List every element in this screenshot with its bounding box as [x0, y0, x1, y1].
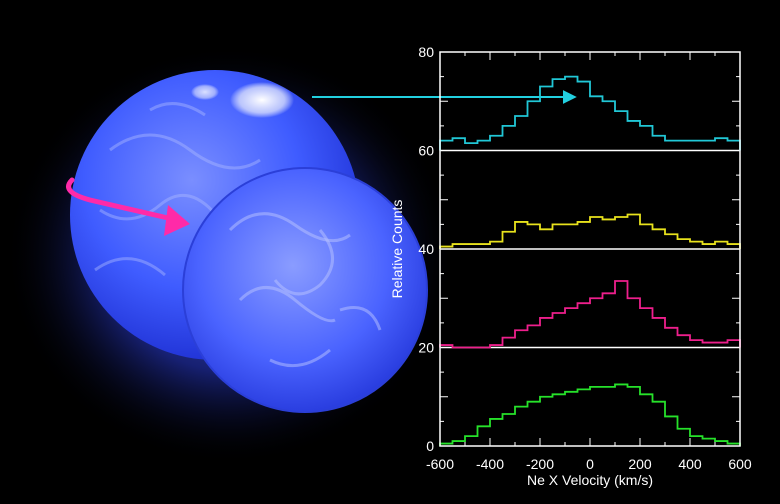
x-tick-label: -400	[476, 456, 504, 472]
rotation-arrow	[66, 177, 171, 221]
x-axis-label: Ne X Velocity (km/s)	[527, 472, 653, 488]
y-tick-label: 20	[418, 340, 434, 356]
x-tick-labels: -600 -400 -200 0 200 400 600	[426, 456, 752, 472]
surface-swirls-front	[228, 212, 382, 368]
x-tick-label: -200	[526, 456, 554, 472]
x-tick-label: 0	[586, 456, 594, 472]
surface-swirls-back	[94, 102, 261, 277]
series-line-1	[439, 213, 741, 249]
y-tick-label: 40	[418, 241, 434, 257]
series-line-0	[439, 75, 741, 151]
bright-spot	[230, 82, 294, 118]
series-line-2	[439, 280, 741, 349]
x-tick-label: 400	[678, 456, 702, 472]
series-line-3	[439, 383, 741, 446]
x-tick-label: 600	[728, 456, 752, 472]
plot-frame	[439, 51, 741, 447]
y-tick-labels: 0 20 40 60 80	[418, 44, 434, 454]
x-tick-label: -600	[426, 456, 454, 472]
front-star	[182, 167, 428, 413]
panel-baselines	[440, 149, 740, 349]
rotation-arrowhead	[164, 205, 190, 236]
y-tick-label: 60	[418, 143, 434, 159]
chart: 0 20 40 60 80 -600 -400 -200 0 200 400 600 Ne X Ve…	[389, 44, 752, 488]
bright-spot-small	[191, 84, 219, 100]
x-tick-label: 200	[628, 456, 652, 472]
y-axis-label: Relative Counts	[389, 200, 405, 299]
y-tick-label: 0	[426, 438, 434, 454]
y-tick-label: 80	[418, 44, 434, 60]
star-illustration	[5, 45, 577, 465]
series-group	[439, 75, 741, 446]
